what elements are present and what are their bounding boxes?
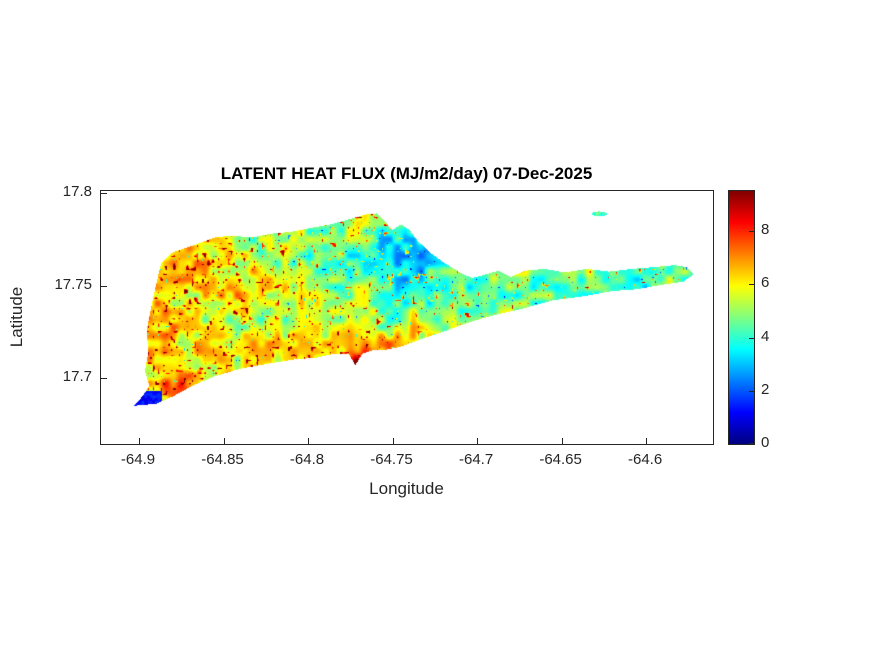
colorbar [728, 190, 755, 445]
x-tick-label: -64.9 [120, 451, 156, 468]
x-tick-label: -64.65 [539, 451, 582, 468]
colorbar-tick-mark [749, 284, 754, 286]
x-tick-label: -64.85 [201, 451, 244, 468]
x-tick-mark [561, 438, 563, 444]
x-tick-label: -64.8 [289, 451, 325, 468]
colorbar-tick-mark [749, 443, 754, 444]
plot-area [100, 190, 714, 445]
x-tick-mark [646, 438, 648, 444]
y-axis-label: Latitude [7, 286, 26, 348]
colorbar-tick-mark [749, 230, 754, 232]
y-tick-label: 17.7 [62, 368, 92, 385]
y-tick-mark [101, 193, 107, 194]
x-axis-label: Longitude [369, 479, 444, 498]
colorbar-tick-label: 0 [761, 434, 770, 451]
chart-title: LATENT HEAT FLUX (MJ/m2/day) 07-Dec-2025 [220, 164, 593, 183]
colorbar-tick-label: 6 [761, 274, 770, 292]
heatmap-canvas [101, 191, 713, 444]
colorbar-gradient [729, 191, 754, 444]
x-tick-mark [392, 438, 394, 444]
x-tick-mark [223, 438, 225, 444]
x-tick-label: -64.6 [627, 451, 663, 468]
x-tick-mark [477, 438, 479, 444]
y-tick-mark [101, 378, 107, 379]
colorbar-tick-mark [749, 337, 754, 339]
x-tick-mark [139, 438, 140, 444]
y-tick-label: 17.8 [62, 183, 92, 200]
colorbar-tick-label: 2 [761, 380, 770, 398]
x-tick-label: -64.75 [370, 451, 413, 468]
y-tick-mark [101, 285, 107, 287]
colorbar-tick-mark [749, 390, 754, 392]
y-tick-label: 17.75 [54, 275, 92, 293]
colorbar-tick-label: 8 [761, 220, 770, 238]
x-tick-mark [308, 438, 309, 444]
colorbar-tick-label: 4 [761, 327, 770, 345]
x-tick-label: -64.7 [458, 451, 494, 468]
